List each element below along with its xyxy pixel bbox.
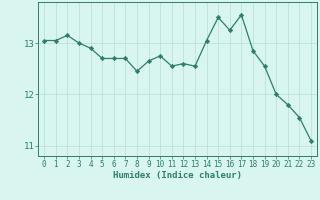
X-axis label: Humidex (Indice chaleur): Humidex (Indice chaleur) [113,171,242,180]
